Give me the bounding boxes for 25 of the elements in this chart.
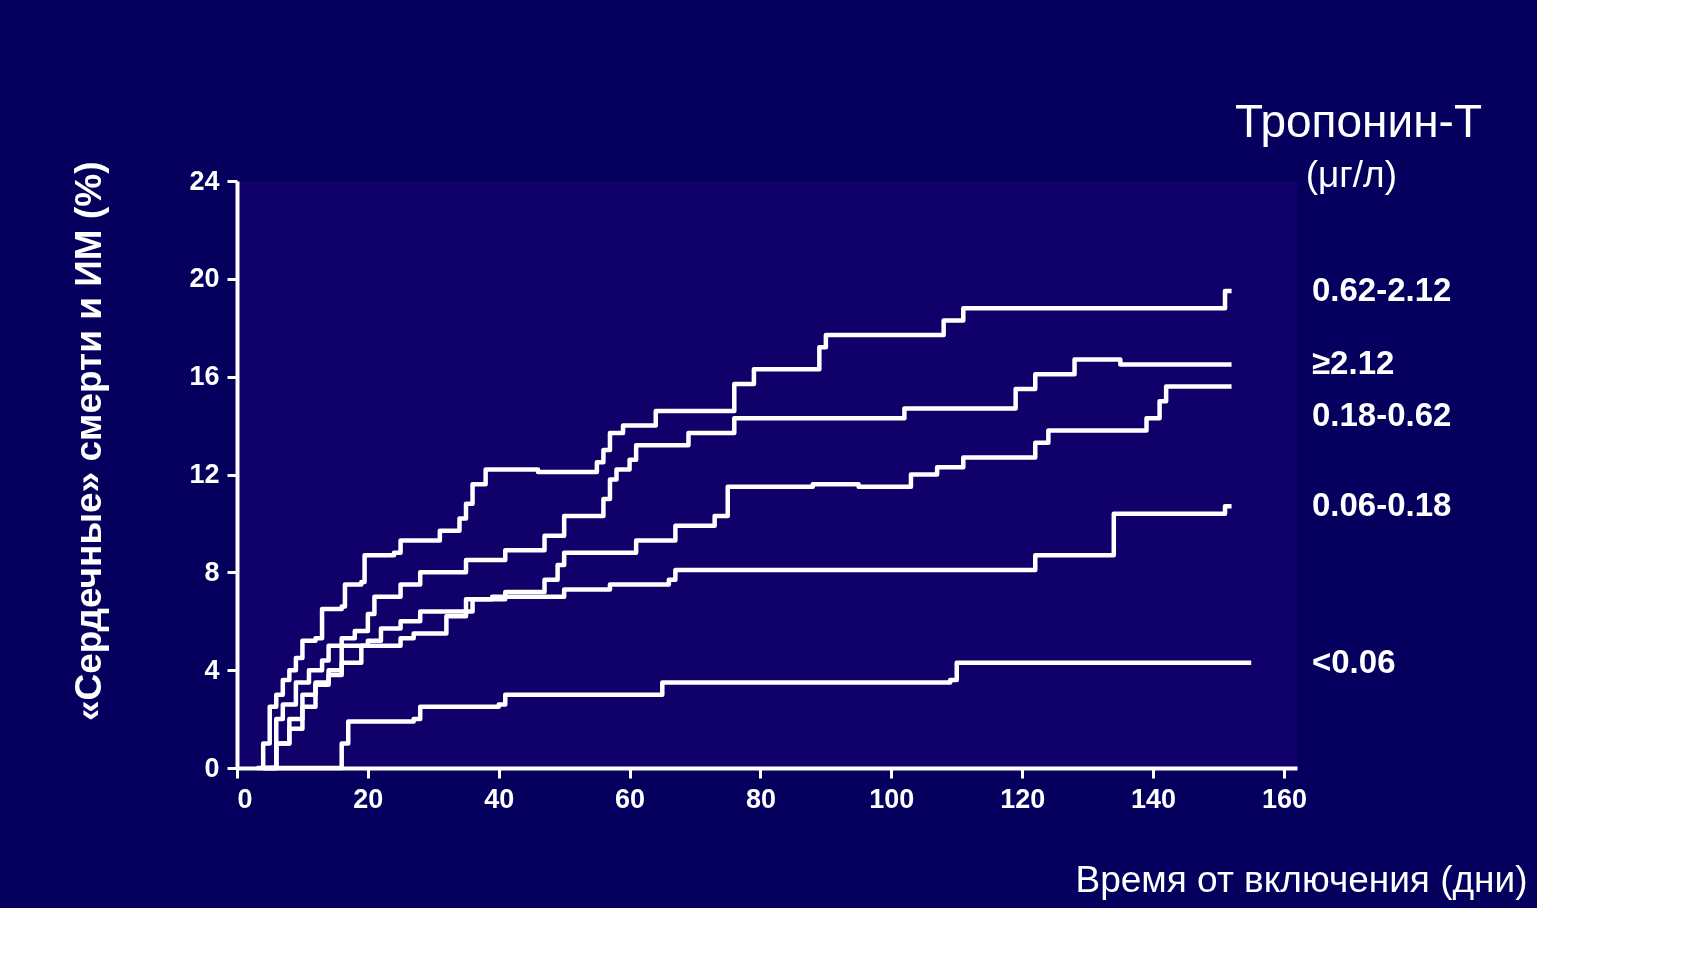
x-tick-label: 100 [869,783,915,814]
text: ≥2.12 [1312,344,1395,382]
legend-title: Тропонин-Т [1234,95,1482,147]
y-tick-label: 24 [189,165,220,196]
y-tick-label: 12 [189,459,220,489]
y-axis-title: «Сердечные» смерти и ИМ (%) [68,161,110,722]
x-tick-label: 80 [745,783,776,814]
text: 0.06-0.18 [1312,486,1452,524]
y-tick-label: 4 [204,654,220,685]
x-tick-label: 120 [1000,783,1046,814]
series-label: <0.06 [1312,642,1396,680]
y-tick-label: 0 [204,752,220,783]
x-tick-label: 20 [353,783,384,814]
text: (μг/л) [1305,154,1397,195]
y-tick-label: 8 [204,556,220,587]
x-tick-label: 160 [1261,783,1307,814]
y-tick-label: 20 [189,263,220,294]
x-tick-label: 40 [484,783,515,814]
y-tick-label: 16 [189,361,220,392]
text: 0.62-2.12 [1312,271,1452,309]
x-tick-label: 0 [237,783,253,814]
x-tick-label: 60 [615,783,646,814]
text: 0.18-0.62 [1312,395,1452,433]
x-tick-label: 140 [1131,783,1177,814]
x-axis-title: Время от включения (дни) [1075,858,1528,900]
